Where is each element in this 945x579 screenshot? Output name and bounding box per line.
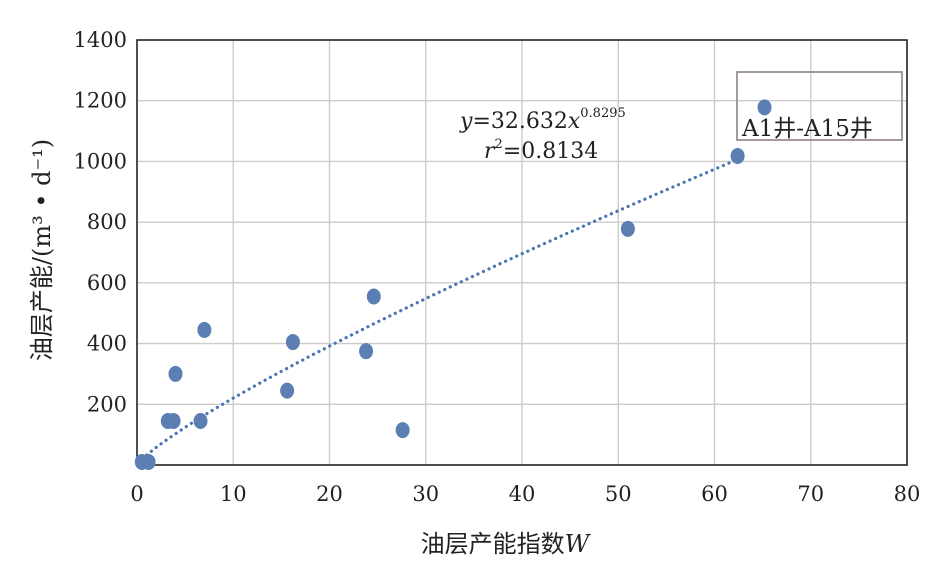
data-point: [395, 422, 410, 439]
data-points: [134, 99, 772, 470]
data-point: [757, 99, 772, 116]
equation-y: y: [459, 109, 473, 134]
x-tick-label: 10: [220, 482, 247, 506]
y-axis-unit: (m³ • d⁻¹): [28, 139, 56, 257]
x-axis-variable: W: [565, 530, 592, 558]
data-point: [141, 453, 156, 470]
x-tick-labels: 0 10 20 30 40 50 60 70 80: [130, 482, 920, 506]
equation-coefficient: =32.632: [472, 109, 567, 134]
y-tick-label: 400: [87, 332, 127, 356]
data-point: [285, 334, 300, 351]
y-tick-label: 800: [87, 210, 127, 234]
data-point: [730, 147, 745, 164]
x-tick-label: 40: [509, 482, 536, 506]
x-tick-label: 70: [797, 482, 824, 506]
data-point: [280, 382, 295, 399]
equation-x: x: [568, 109, 581, 134]
x-axis-title: 油层产能指数W: [421, 530, 592, 558]
r2-r: r: [484, 139, 496, 164]
trend-equation: y=32.632x0.8295: [459, 106, 626, 134]
x-tick-label: 50: [605, 482, 632, 506]
y-tick-label: 1200: [74, 89, 127, 113]
x-tick-label: 60: [701, 482, 728, 506]
r-squared: r2=0.8134: [484, 137, 598, 164]
y-tick-label: 1000: [74, 149, 127, 173]
data-point: [166, 412, 181, 429]
grid-lines: [137, 40, 907, 465]
equation-exponent: 0.8295: [580, 106, 626, 121]
data-point: [168, 365, 183, 382]
y-tick-label: 200: [87, 392, 127, 416]
y-tick-label: 1400: [74, 28, 127, 52]
x-tick-label: 80: [894, 482, 921, 506]
data-point: [359, 343, 374, 360]
r2-value: =0.8134: [503, 139, 598, 164]
y-axis-title-text: 油层产能/: [28, 256, 56, 361]
y-tick-label: 600: [87, 271, 127, 295]
data-point: [620, 220, 635, 237]
y-tick-labels: 200 400 600 800 1000 1200 1400: [74, 28, 127, 416]
power-trendline: [145, 157, 740, 457]
legend-label: A1井-A15井: [741, 116, 873, 142]
plot-frame: [136, 39, 908, 466]
data-point: [193, 412, 208, 429]
x-axis-title-text: 油层产能指数: [421, 530, 565, 558]
r2-superscript: 2: [495, 137, 503, 152]
data-point: [366, 288, 381, 305]
y-axis-title: 油层产能/(m³ • d⁻¹): [28, 139, 56, 361]
x-tick-label: 0: [130, 482, 143, 506]
data-point: [197, 321, 212, 338]
x-tick-label: 20: [316, 482, 343, 506]
x-tick-label: 30: [412, 482, 439, 506]
legend-box: [736, 71, 903, 141]
